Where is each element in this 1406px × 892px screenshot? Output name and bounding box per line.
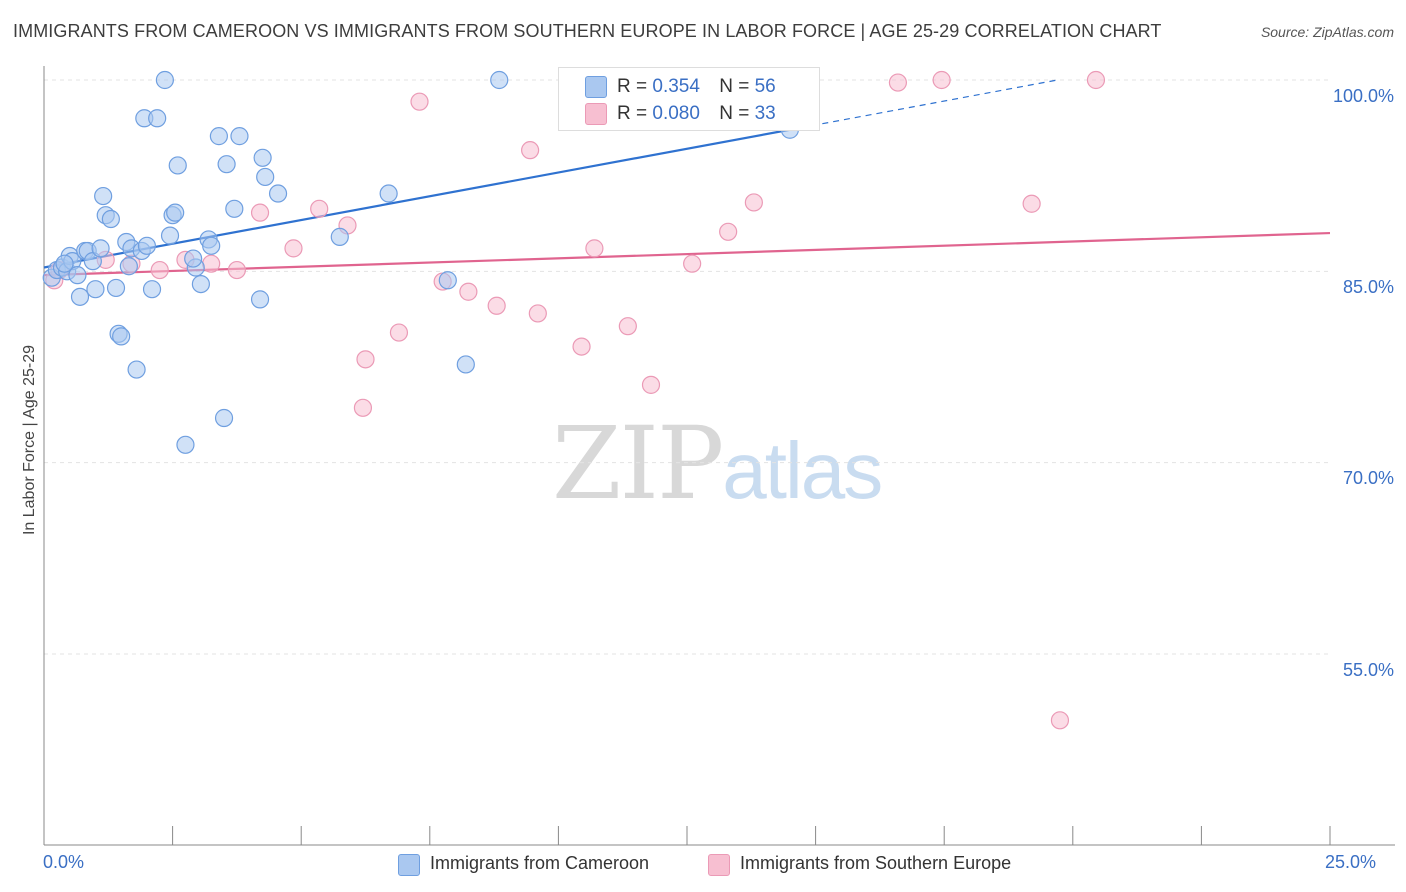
point-southern-europe	[719, 222, 738, 241]
gridlines	[44, 79, 1330, 655]
watermark-atlas: atlas	[722, 426, 883, 515]
point-southern-europe	[356, 350, 375, 369]
point-southern-europe	[487, 296, 506, 315]
point-cameroon	[253, 148, 272, 167]
legend-swatch-southern-europe	[708, 854, 730, 876]
y-tick-label-70: 70.0%	[1342, 468, 1394, 488]
watermark: ZIPatlas	[552, 405, 883, 522]
point-southern-europe	[1022, 194, 1041, 213]
point-southern-europe	[572, 337, 591, 356]
point-southern-europe	[250, 203, 270, 222]
stats-legend: R = 0.354 N = 56 R = 0.080 N = 33	[558, 67, 820, 131]
point-cameroon	[142, 280, 162, 299]
point-cameroon	[70, 287, 90, 306]
legend-swatch-cameroon	[398, 854, 420, 876]
point-southern-europe	[618, 317, 637, 336]
point-cameroon	[456, 355, 475, 374]
point-cameroon	[214, 408, 234, 428]
legend-stats-cameroon: R = 0.354 N = 56	[617, 76, 776, 98]
watermark-zip: ZIP	[552, 405, 724, 522]
legend-n-label: N =	[719, 76, 750, 97]
chart-title: IMMIGRANTS FROM CAMEROON VS IMMIGRANTS F…	[13, 21, 1162, 41]
point-cameroon	[438, 271, 457, 290]
point-southern-europe	[310, 199, 329, 218]
point-southern-europe	[227, 260, 246, 280]
legend-swatch-cameroon	[585, 76, 607, 98]
point-cameroon	[148, 109, 167, 128]
point-cameroon	[55, 254, 74, 273]
legend-r-value: 0.080	[652, 103, 700, 124]
point-cameroon	[490, 70, 509, 90]
point-southern-europe	[521, 141, 540, 160]
legend-n-value: 33	[754, 103, 776, 124]
point-cameroon	[168, 156, 187, 175]
point-southern-europe	[744, 193, 763, 212]
legend-swatch-southern-europe	[585, 103, 607, 125]
legend-label-cameroon: Immigrants from Cameroon	[430, 853, 650, 873]
point-cameroon	[230, 127, 249, 146]
y-axis-label-container: In Labor Force | Age 25-29	[18, 300, 42, 580]
point-southern-europe	[641, 375, 661, 394]
point-southern-europe	[459, 282, 478, 301]
legend-r-value: 0.354	[652, 76, 700, 97]
legend-r-label: R =	[617, 103, 648, 124]
point-southern-europe	[410, 92, 429, 111]
point-cameroon	[86, 280, 105, 299]
y-tick-label-85: 85.0%	[1342, 277, 1394, 297]
point-southern-europe	[1050, 711, 1070, 730]
point-southern-europe	[353, 398, 373, 417]
point-southern-europe	[202, 254, 221, 273]
point-cameroon	[137, 236, 156, 255]
trend-line-southern-europe	[43, 231, 1331, 277]
legend-r-label: R =	[617, 76, 648, 97]
point-southern-europe	[389, 323, 409, 342]
point-southern-europe	[585, 239, 604, 258]
point-cameroon	[191, 274, 210, 294]
legend-n-label: N =	[719, 103, 750, 124]
legend-stats-southern-europe: R = 0.080 N = 33	[617, 103, 776, 125]
x-tick-label-min: 0.0%	[43, 852, 85, 872]
point-cameroon	[119, 257, 138, 276]
point-southern-europe	[888, 73, 908, 92]
legend-label-southern-europe: Immigrants from Southern Europe	[740, 853, 1012, 873]
y-axis-label: In Labor Force | Age 25-29	[21, 344, 38, 536]
point-cameroon	[202, 236, 221, 255]
point-southern-europe	[284, 239, 303, 258]
point-cameroon	[330, 227, 349, 246]
point-southern-europe	[150, 260, 169, 280]
point-cameroon	[225, 199, 244, 218]
point-cameroon	[217, 155, 236, 174]
point-cameroon	[106, 278, 126, 298]
point-cameroon	[209, 127, 228, 146]
point-southern-europe	[683, 254, 702, 273]
data-points	[42, 70, 1106, 730]
trend-line-cameroon-extension	[789, 79, 1058, 131]
point-cameroon	[256, 167, 275, 187]
point-cameroon	[184, 249, 203, 268]
point-cameroon	[91, 239, 110, 258]
y-tick-label-55: 55.0%	[1342, 660, 1394, 680]
point-cameroon	[379, 184, 398, 203]
axes	[43, 66, 1395, 846]
point-cameroon	[68, 266, 87, 285]
legend-n-value: 56	[754, 76, 776, 97]
x-tick-label-max: 25.0%	[1325, 852, 1377, 872]
point-cameroon	[160, 226, 180, 245]
point-southern-europe	[528, 304, 547, 323]
y-tick-label-100: 100.0%	[1332, 86, 1394, 106]
point-cameroon	[127, 360, 146, 379]
point-cameroon	[166, 203, 185, 222]
point-cameroon	[176, 435, 195, 454]
point-southern-europe	[1086, 70, 1106, 90]
point-southern-europe	[932, 70, 951, 90]
point-cameroon	[94, 186, 113, 206]
point-cameroon	[250, 290, 270, 309]
point-cameroon	[101, 209, 120, 229]
point-cameroon	[112, 327, 131, 346]
point-cameroon	[155, 70, 174, 90]
point-cameroon	[268, 184, 288, 203]
source-label: Source: ZipAtlas.com	[1260, 24, 1394, 40]
